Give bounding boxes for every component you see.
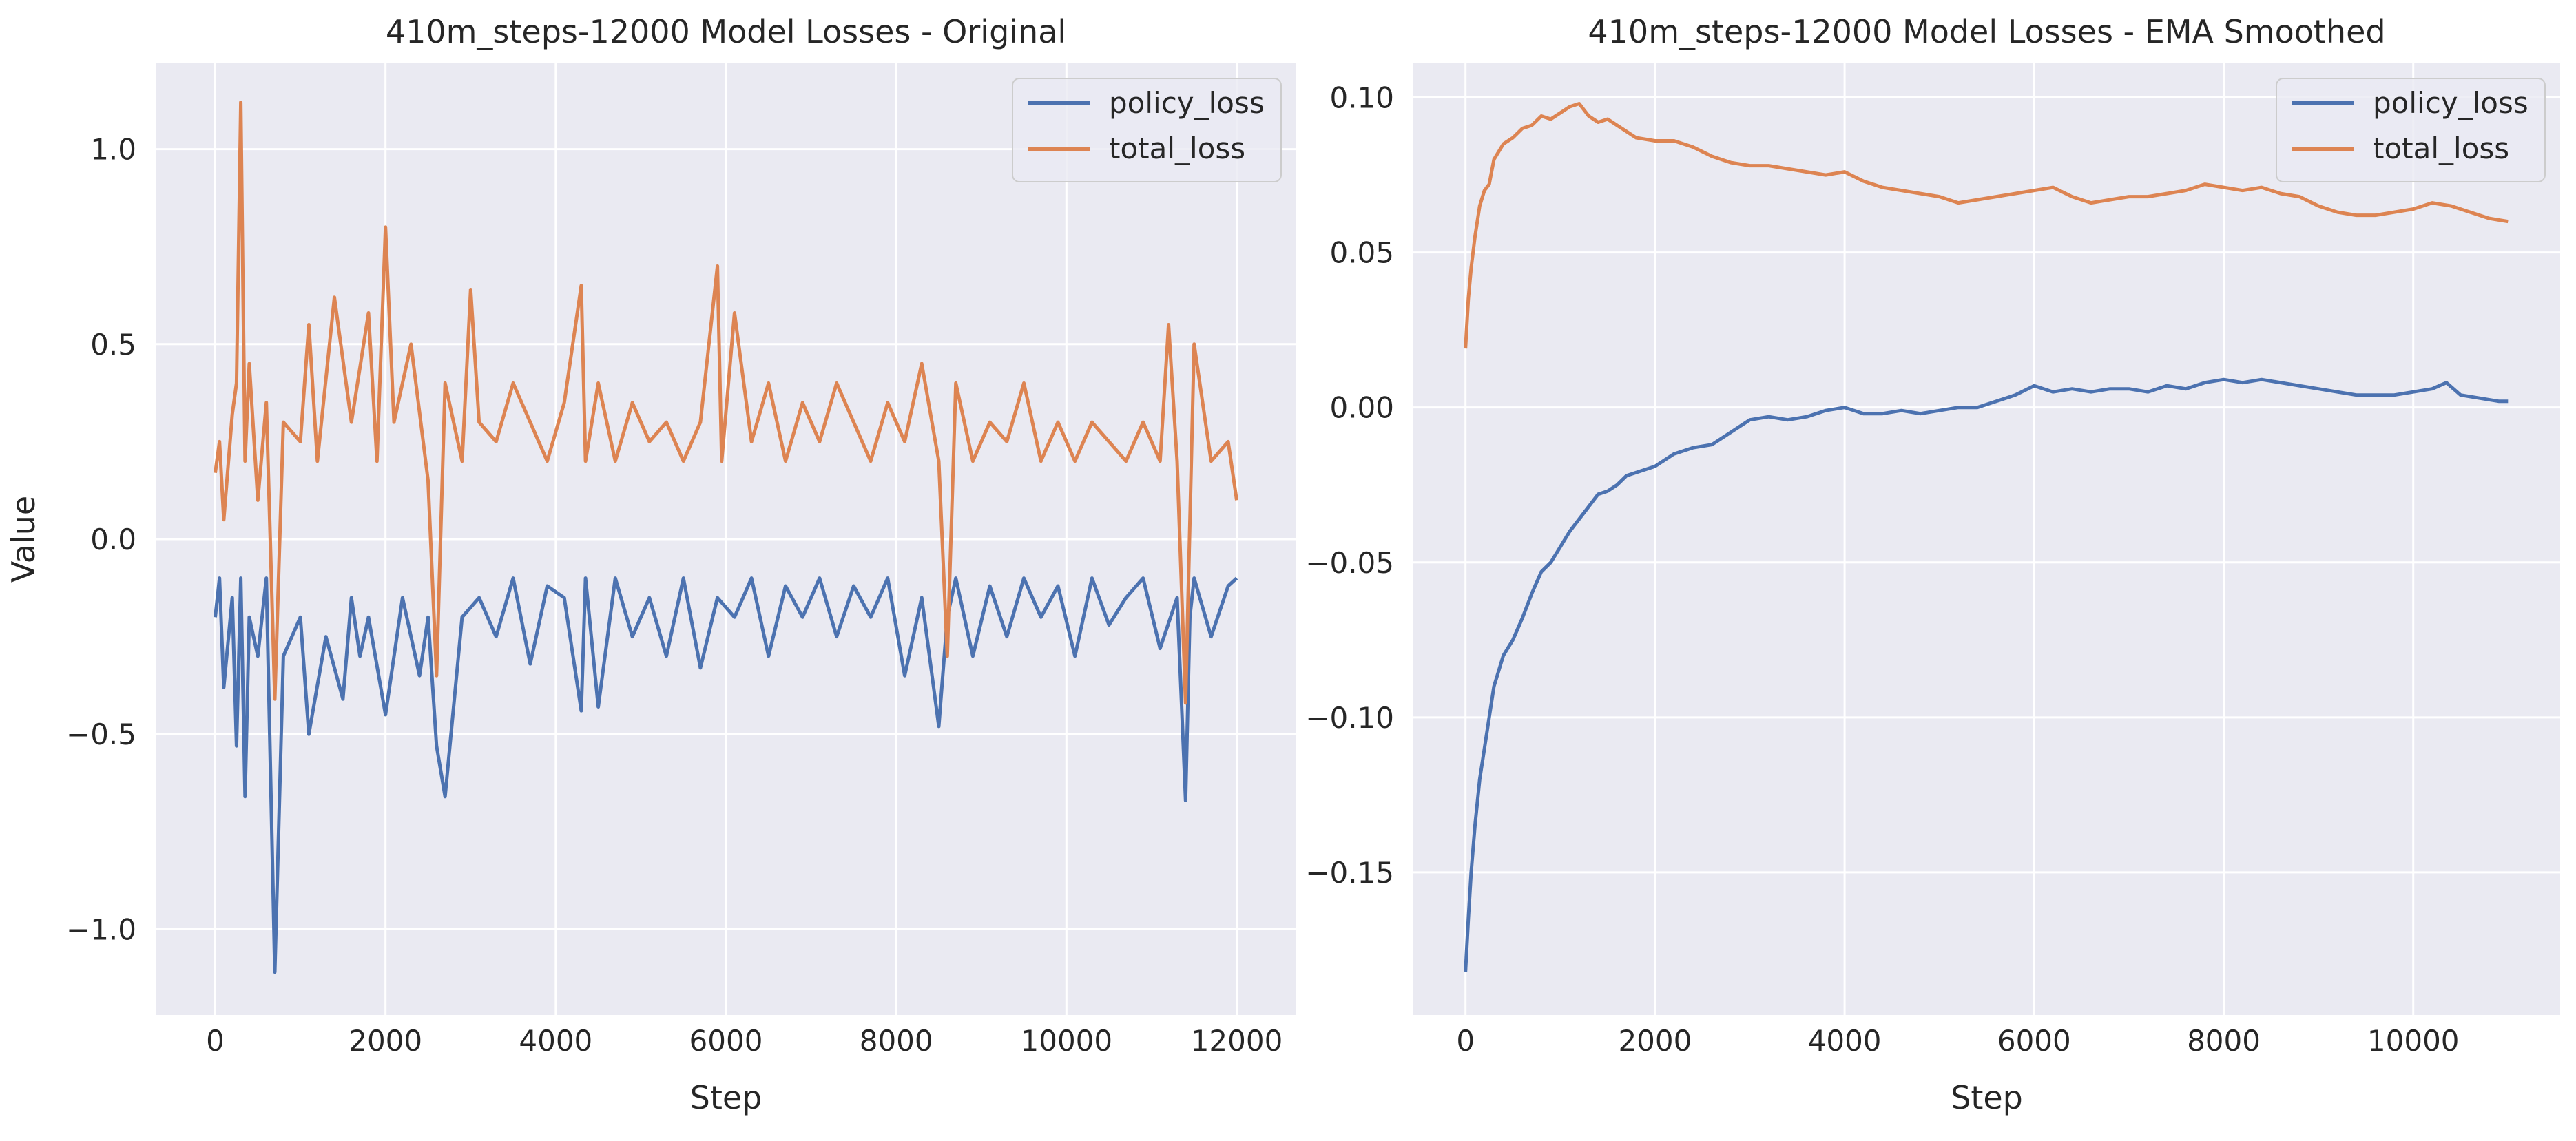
series-ema	[1464, 102, 2509, 972]
y-tick-label: −0.15	[1305, 856, 1394, 890]
y-tick-label: −0.5	[66, 718, 136, 751]
y-tick-label: 0.00	[1329, 391, 1394, 425]
x-tick-label: 4000	[1808, 1024, 1882, 1058]
y-tick-label: 0.0	[90, 523, 136, 556]
series-line-total-loss	[1464, 102, 2509, 349]
legend-ema: policy_loss total_loss	[2276, 78, 2546, 182]
y-tick-label: 0.5	[90, 328, 136, 362]
x-tick-label: 2000	[1618, 1024, 1692, 1058]
x-tick-label: 0	[1456, 1024, 1475, 1058]
x-tick-label: 2000	[349, 1024, 422, 1058]
x-tick-label: 12000	[1191, 1024, 1283, 1058]
grid-original	[156, 63, 1296, 1015]
y-tick-label: 0.05	[1329, 236, 1394, 270]
x-tick-label: 8000	[860, 1024, 933, 1058]
series-original	[214, 101, 1238, 974]
series-line-total-loss	[214, 101, 1238, 705]
legend-label-policy-loss: policy_loss	[2373, 86, 2528, 120]
y-tick-label: −0.10	[1305, 701, 1394, 735]
ticks-original: 0 2000 4000 6000 8000 10000 12000 −1.0 −0.5 0.0 0.…	[66, 133, 1282, 1058]
chart-title-ema: 410m_steps-12000 Model Losses - EMA Smoo…	[1588, 13, 2385, 50]
x-tick-label: 4000	[519, 1024, 592, 1058]
y-axis-label-original: Value	[5, 496, 42, 583]
y-tick-label: −1.0	[66, 912, 136, 946]
plot-area-ema	[1413, 63, 2560, 1015]
x-tick-label: 10000	[2367, 1024, 2460, 1058]
panel-ema-smoothed: 0 2000 4000 6000 8000 10000 −0.15 −0.10 −0.05 0.0…	[1305, 13, 2560, 1116]
y-tick-label: −0.05	[1305, 546, 1394, 580]
series-line-policy-loss	[214, 576, 1238, 974]
legend-label-total-loss: total_loss	[1109, 132, 1245, 165]
x-tick-label: 6000	[1997, 1024, 2071, 1058]
x-tick-label: 0	[206, 1024, 225, 1058]
legend-label-policy-loss: policy_loss	[1109, 86, 1265, 120]
legend-label-total-loss: total_loss	[2373, 132, 2509, 165]
x-tick-label: 8000	[2187, 1024, 2261, 1058]
series-line-policy-loss	[1464, 377, 2509, 972]
chart-title-original: 410m_steps-12000 Model Losses - Original	[386, 13, 1066, 50]
x-tick-label: 10000	[1021, 1024, 1113, 1058]
panel-original: 0 2000 4000 6000 8000 10000 12000 −1.0 −0.5 0.0 0.…	[5, 13, 1296, 1116]
x-axis-label-original: Step	[690, 1079, 762, 1116]
y-tick-label: 0.10	[1329, 81, 1394, 115]
x-tick-label: 6000	[689, 1024, 763, 1058]
y-tick-label: 1.0	[90, 133, 136, 167]
grid-ema	[1413, 63, 2560, 1015]
legend-original: policy_loss total_loss	[1012, 78, 1282, 182]
ticks-ema: 0 2000 4000 6000 8000 10000 −0.15 −0.10 −0.05 0.0…	[1305, 81, 2459, 1058]
x-axis-label-ema: Step	[1951, 1079, 2023, 1116]
